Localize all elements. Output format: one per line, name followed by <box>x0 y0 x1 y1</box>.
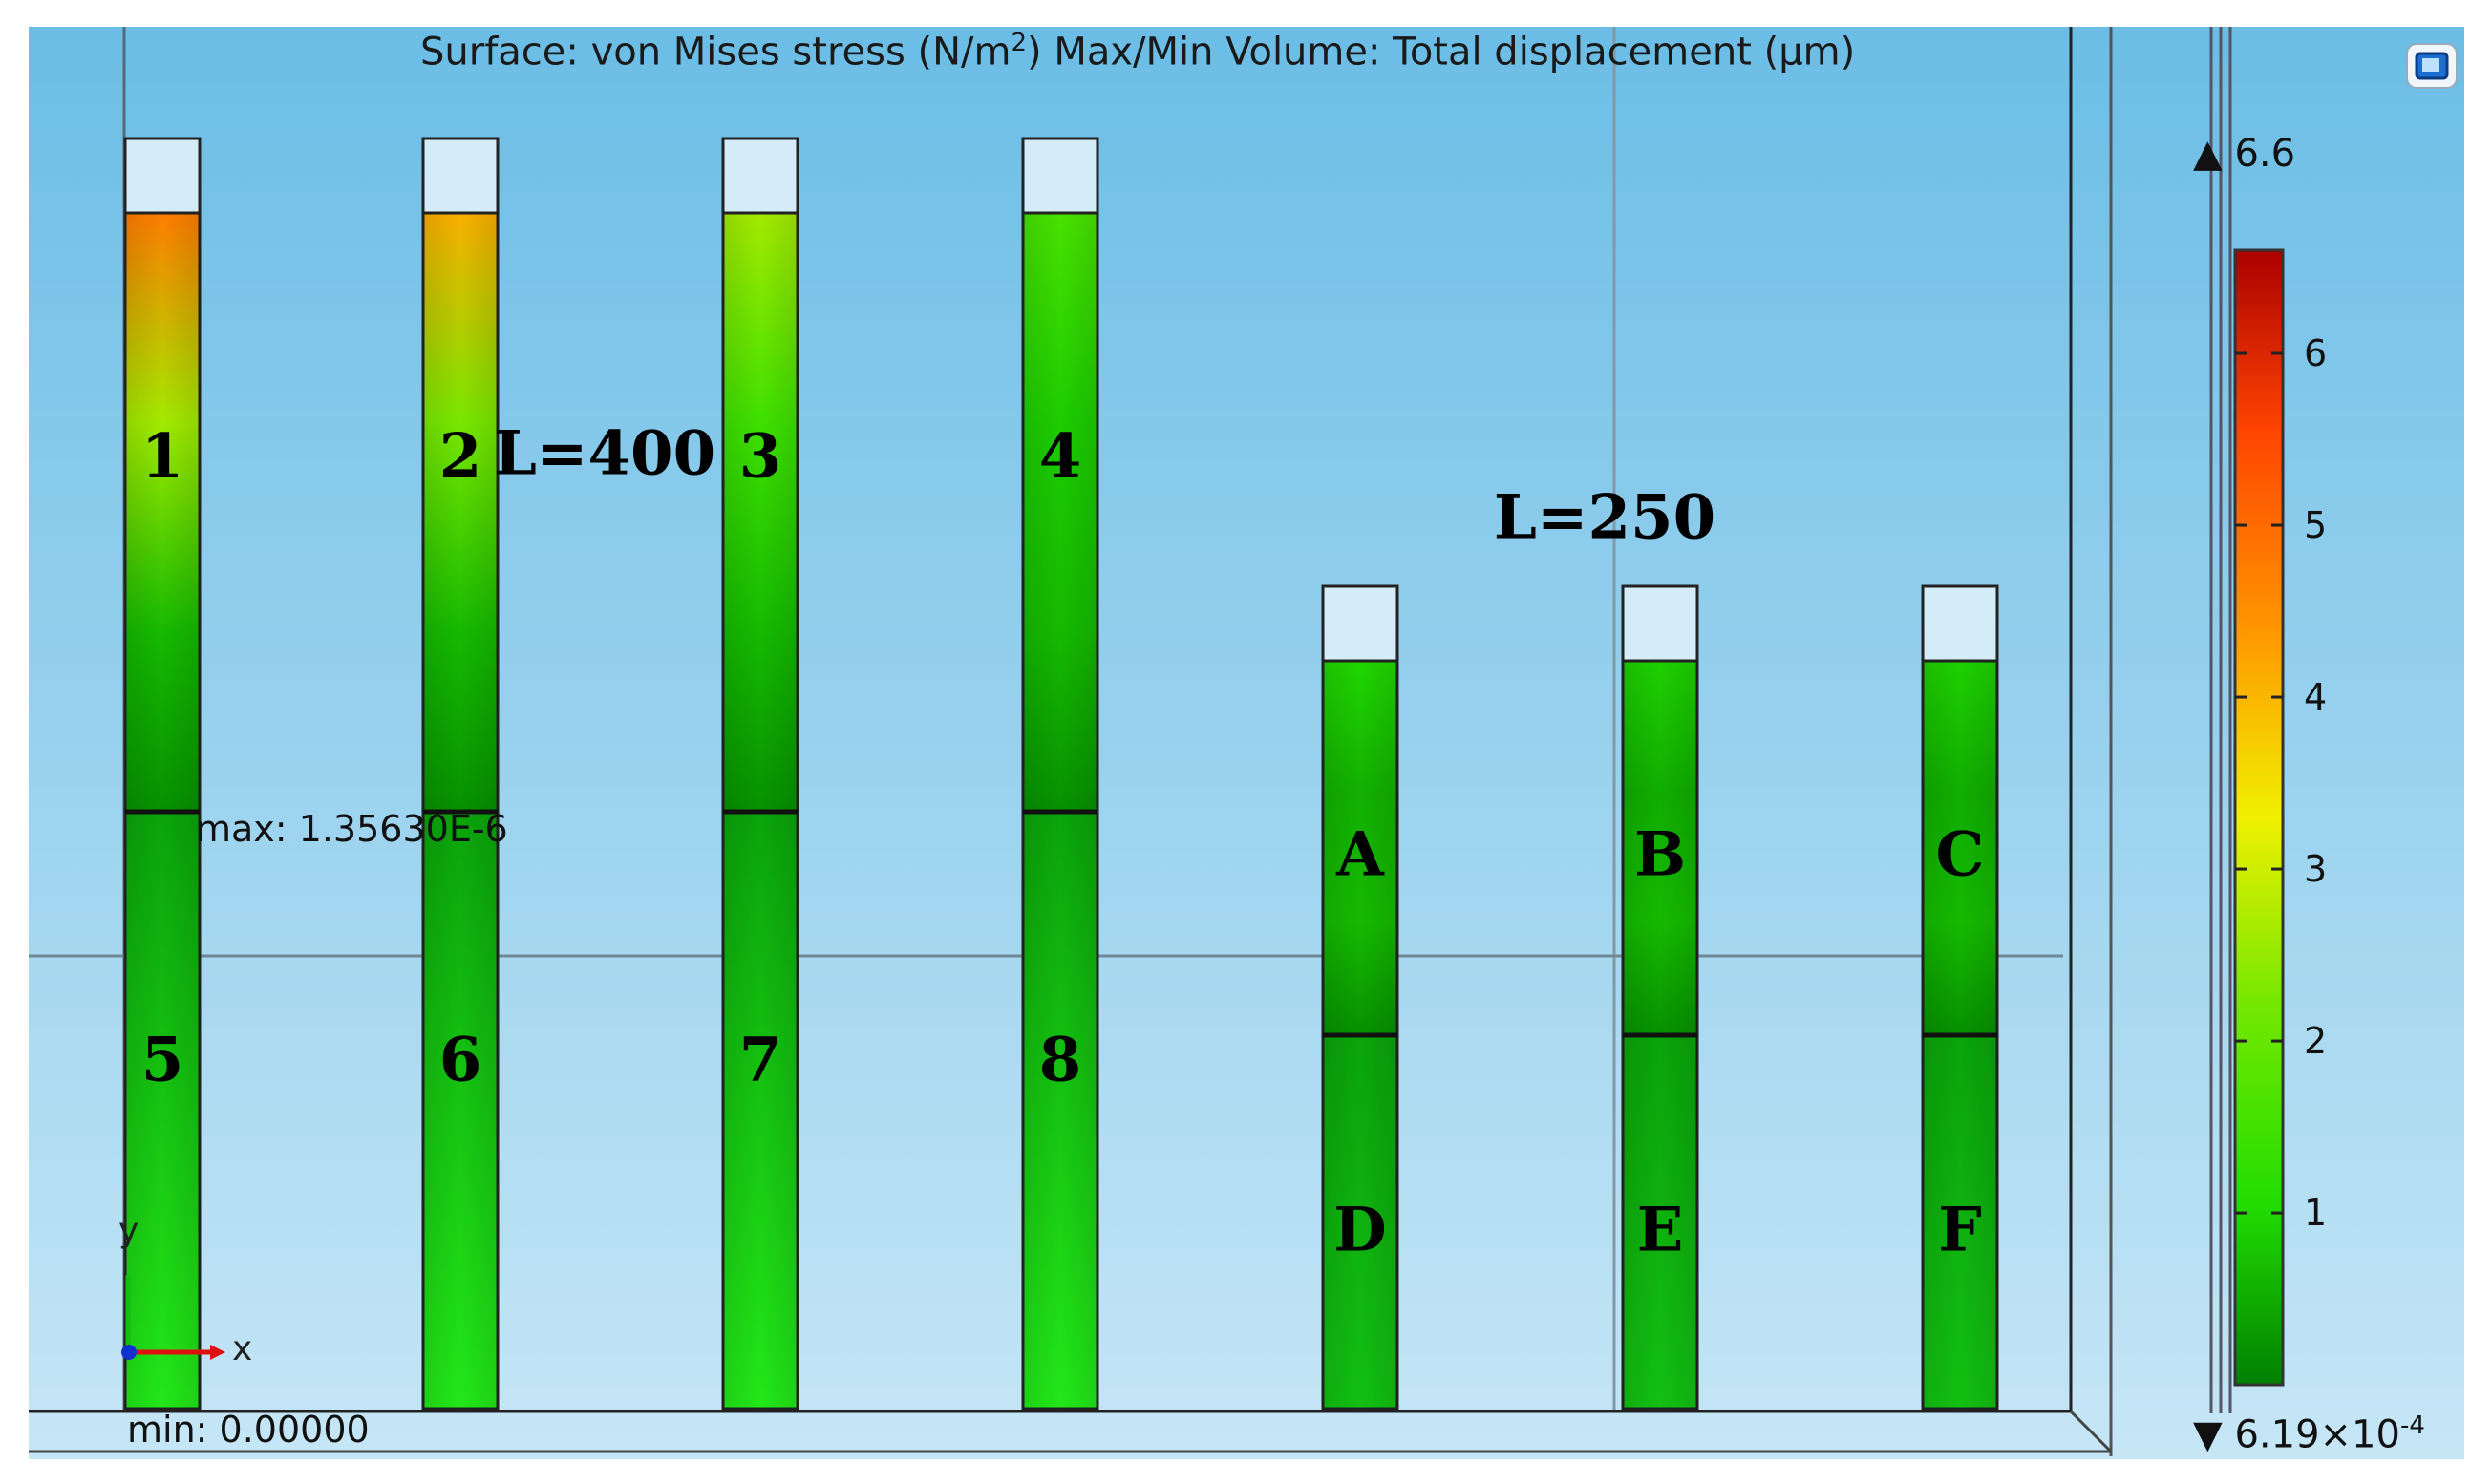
axis-y-label: y <box>118 1211 139 1250</box>
column-cap-B <box>1621 584 1699 663</box>
segment-label-A: A <box>1336 818 1384 891</box>
colorbar-tick-label-3: 3 <box>2304 848 2328 891</box>
colorbar-tick-label-1: 1 <box>2304 1192 2328 1235</box>
column-cap-3 <box>721 137 799 215</box>
colorbar-ticks <box>2235 351 2283 1215</box>
specimen-columns <box>123 137 1999 1410</box>
max-readout: max: 1.35630E-6 <box>196 808 508 850</box>
plot-background <box>29 27 2464 1459</box>
column-cap-C <box>1921 584 1999 663</box>
colorbar-max: ▲ 6.6 <box>2193 132 2296 176</box>
axis-triad <box>121 1275 225 1360</box>
min-readout: min: 0.00000 <box>127 1409 370 1451</box>
segment-label-2: 2 <box>438 420 482 493</box>
column-B <box>1621 584 1699 1410</box>
segment-label-8: 8 <box>1038 1024 1082 1096</box>
segment-label-C: C <box>1935 818 1985 891</box>
column-1 <box>123 137 202 1410</box>
colorbar-min: ▼ 6.19×10-4 <box>2193 1411 2425 1457</box>
colorbar-tick-label-2: 2 <box>2304 1020 2328 1063</box>
group-label-long: L=400 <box>493 417 716 490</box>
column-A <box>1321 584 1399 1410</box>
origin-marker <box>121 1345 137 1360</box>
segment-label-3: 3 <box>738 420 782 493</box>
column-C <box>1921 584 1999 1410</box>
column-cap-1 <box>123 137 202 215</box>
view-cube-icon <box>2406 43 2458 89</box>
axis-x-label: x <box>232 1329 253 1368</box>
segment-label-7: 7 <box>738 1024 782 1096</box>
column-3 <box>721 137 799 1410</box>
segment-label-1: 1 <box>140 420 184 493</box>
segment-label-4: 4 <box>1038 420 1082 493</box>
colorbar-tick-label-6: 6 <box>2304 332 2328 374</box>
segment-label-6: 6 <box>438 1024 482 1096</box>
plot-title: Surface: von Mises stress (N/m2) Max/Min… <box>420 29 1856 74</box>
column-2 <box>421 137 500 1410</box>
column-cap-2 <box>421 137 500 215</box>
colorbar-tick-label-4: 4 <box>2304 676 2328 719</box>
column-cap-4 <box>1021 137 1099 215</box>
segment-label-5: 5 <box>140 1024 184 1096</box>
segment-label-F: F <box>1938 1194 1982 1266</box>
group-label-short: L=250 <box>1493 481 1716 554</box>
column-cap-A <box>1321 584 1399 663</box>
segment-label-B: B <box>1633 818 1687 891</box>
colorbar-tick-label-5: 5 <box>2304 504 2328 547</box>
colorbar-gradient <box>2233 248 2285 1387</box>
segment-label-D: D <box>1333 1194 1387 1266</box>
segment-label-E: E <box>1636 1194 1684 1266</box>
column-4 <box>1021 137 1099 1410</box>
